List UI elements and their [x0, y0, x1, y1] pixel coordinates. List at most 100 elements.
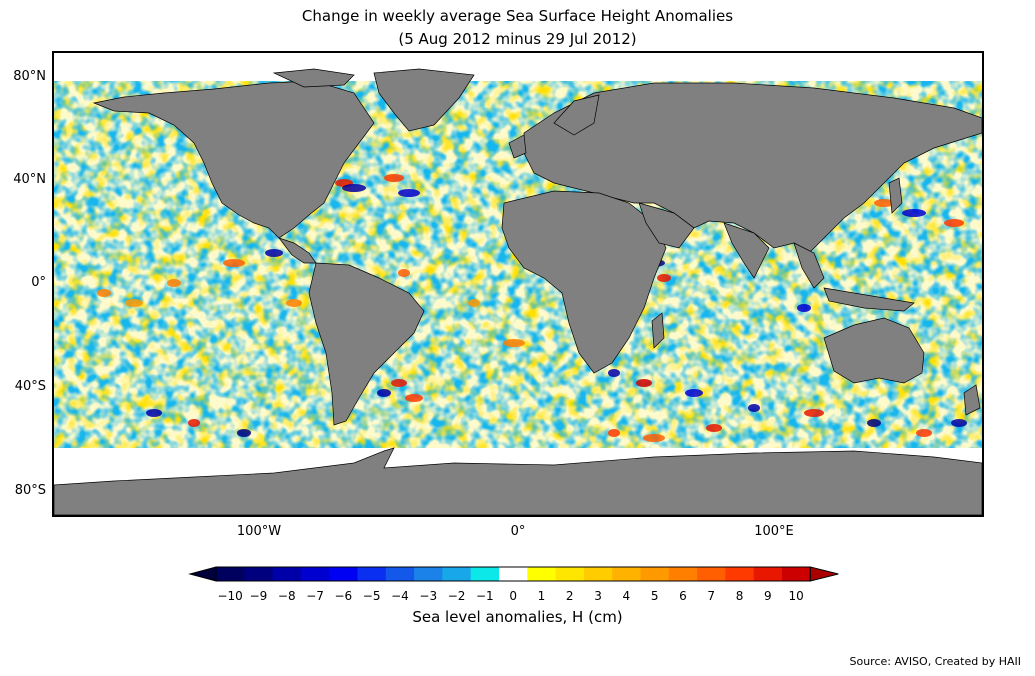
- colorbar-tick-label: 10: [788, 589, 804, 603]
- land-masses: [54, 68, 982, 515]
- colorbar-tick-label: 4: [622, 589, 631, 603]
- colorbar-tick-label: 1: [537, 589, 546, 603]
- colorbar-segment: [329, 567, 358, 581]
- anomaly-patch: [748, 404, 760, 412]
- anomaly-patch: [503, 339, 525, 347]
- colorbar-segment: [272, 567, 302, 581]
- colorbar-tick-label: −4: [391, 589, 409, 603]
- colorbar-segment: [244, 567, 274, 581]
- anomaly-patch: [636, 379, 652, 387]
- map-subtitle: (5 Aug 2012 minus 29 Jul 2012): [398, 30, 637, 48]
- colorbar-segment: [414, 567, 443, 581]
- anomaly-patch: [902, 209, 926, 217]
- lat-label-80n: 80°N: [13, 69, 46, 84]
- colorbar-segment: [668, 567, 698, 581]
- anomaly-patch: [391, 379, 407, 387]
- colorbar-tick-label: 3: [594, 589, 602, 603]
- colorbar-segment: [216, 567, 245, 581]
- colorbar-segment: [697, 567, 726, 581]
- colorbar-tick-label: −3: [419, 589, 438, 603]
- south-america: [308, 262, 425, 426]
- anomaly-patch: [916, 429, 932, 437]
- anomaly-patch: [797, 304, 811, 312]
- colorbar-segment: [357, 567, 387, 581]
- anomaly-patch: [223, 259, 245, 267]
- anomaly-patch: [265, 249, 283, 257]
- anomaly-patch: [405, 394, 423, 402]
- colorbar-tick-label: 6: [679, 589, 687, 603]
- anomaly-patch: [867, 419, 881, 427]
- anomaly-patch: [874, 199, 894, 207]
- colorbar-segment: [470, 567, 500, 581]
- anomaly-patch: [125, 299, 143, 307]
- colorbar-tick-label: −7: [306, 589, 324, 603]
- colorbar-tick-label: −10: [217, 589, 243, 603]
- colorbar-segment: [442, 567, 472, 581]
- anomaly-patch: [944, 219, 964, 227]
- colorbar-tick-label: −5: [362, 589, 381, 603]
- colorbar-extend-low: [188, 566, 217, 582]
- anomaly-patch: [657, 274, 671, 282]
- colorbar-segment: [583, 567, 613, 581]
- colorbar-tick-label: 0: [509, 589, 517, 603]
- anomaly-patch: [685, 389, 703, 397]
- map-canvas: [54, 53, 982, 515]
- lat-label-40s: 40°S: [14, 379, 46, 394]
- lon-label-0: 0°: [510, 524, 526, 539]
- anomaly-patch: [237, 429, 251, 437]
- anomaly-patch: [643, 434, 665, 442]
- anomaly-patch: [608, 369, 620, 377]
- anomaly-patch: [951, 419, 967, 427]
- colorbar-segment: [527, 567, 557, 581]
- anomaly-patch: [468, 299, 480, 307]
- colorbar-segment: [555, 567, 585, 581]
- anomaly-patch: [167, 279, 181, 287]
- colorbar-tick-label: −2: [447, 589, 466, 603]
- colorbar-segment: [385, 567, 415, 581]
- anomaly-patch: [706, 424, 722, 432]
- lat-label-40n: 40°N: [13, 172, 46, 187]
- africa: [501, 190, 667, 374]
- anomaly-patch: [608, 429, 620, 437]
- anomaly-patch: [804, 409, 824, 417]
- colorbar-tick-label: −9: [249, 589, 268, 603]
- colorbar-segment: [300, 567, 330, 581]
- anomaly-patch: [398, 269, 410, 277]
- colorbar-tick-label: −1: [475, 589, 494, 603]
- lat-label-80s: 80°S: [14, 483, 46, 498]
- colorbar-segment: [640, 567, 670, 581]
- anomaly-patch: [377, 389, 391, 397]
- anomaly-patch: [286, 299, 302, 307]
- colorbar-segment: [753, 567, 783, 581]
- australia: [823, 317, 925, 384]
- colorbar-segment: [725, 567, 755, 581]
- antarctica: [54, 447, 982, 515]
- lon-label-100w: 100°W: [236, 524, 282, 539]
- anomaly-patch: [188, 419, 200, 427]
- anomaly-patch: [398, 189, 420, 197]
- colorbar-tick-label: 2: [565, 589, 574, 603]
- colorbar: [188, 566, 839, 582]
- greenland: [373, 68, 475, 132]
- colorbar-label: Sea level anomalies, H (cm): [412, 608, 623, 626]
- colorbar-tick-label: 7: [707, 589, 716, 603]
- sea-surface-height-map: [52, 51, 984, 517]
- north-america: [92, 80, 375, 239]
- anomaly-patch: [342, 184, 366, 192]
- lat-label-0: 0°: [31, 275, 46, 290]
- colorbar-segment: [782, 567, 811, 581]
- map-title: Change in weekly average Sea Surface Hei…: [301, 7, 734, 25]
- colorbar-tick-label: 8: [735, 589, 744, 603]
- colorbar-tick-label: −6: [334, 589, 353, 603]
- colorbar-tick-label: −8: [277, 589, 296, 603]
- anomaly-patch: [384, 174, 404, 182]
- colorbar-segment: [499, 567, 528, 581]
- anomaly-patch: [97, 289, 111, 297]
- colorbar-tick-label: 9: [764, 589, 772, 603]
- source-credit: Source: AVISO, Created by HAII: [849, 655, 1021, 668]
- lon-label-100e: 100°E: [754, 524, 794, 539]
- anomaly-patch: [146, 409, 162, 417]
- colorbar-tick-label: 5: [650, 589, 659, 603]
- colorbar-segment: [612, 567, 641, 581]
- colorbar-extend-high: [809, 566, 839, 582]
